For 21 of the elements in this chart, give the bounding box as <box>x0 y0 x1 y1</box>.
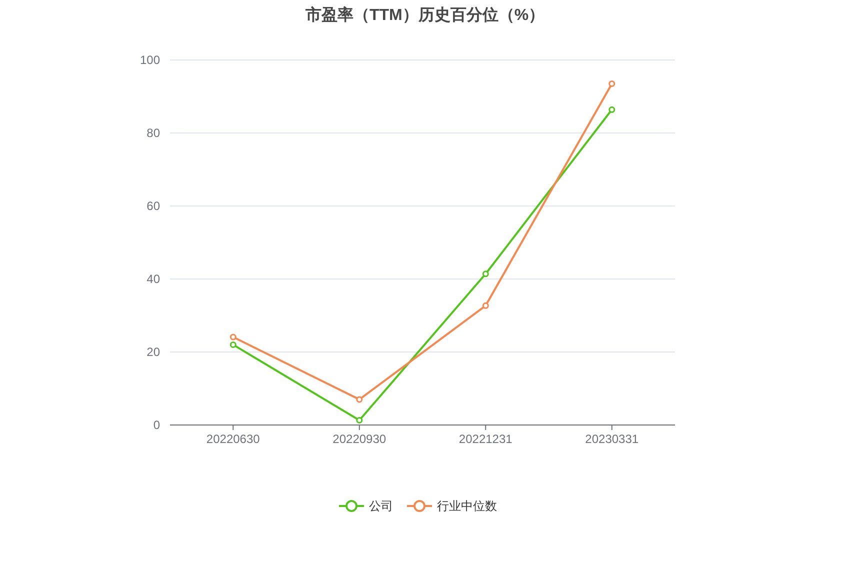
y-tick-label: 0 <box>153 418 160 432</box>
x-tick-label: 20220630 <box>206 432 260 446</box>
chart-title: 市盈率（TTM）历史百分位（%） <box>304 5 545 24</box>
y-tick-label: 80 <box>146 126 160 140</box>
x-tick-label: 20221231 <box>458 432 513 446</box>
point <box>608 80 616 87</box>
y-tick-label: 20 <box>146 345 160 359</box>
point <box>356 417 363 424</box>
point <box>482 270 489 278</box>
y-tick-label: 100 <box>140 53 160 67</box>
point <box>608 106 616 113</box>
legend-label: 行业中位数 <box>437 499 497 513</box>
y-tick-label: 60 <box>146 199 160 213</box>
x-tick-label: 20220930 <box>332 432 386 446</box>
x-tick-label: 20230331 <box>585 432 639 446</box>
point <box>230 341 236 348</box>
point <box>356 396 363 403</box>
legend-label: 公司 <box>369 499 393 513</box>
point <box>230 334 236 340</box>
y-tick-label: 40 <box>146 272 160 286</box>
point <box>482 302 489 309</box>
